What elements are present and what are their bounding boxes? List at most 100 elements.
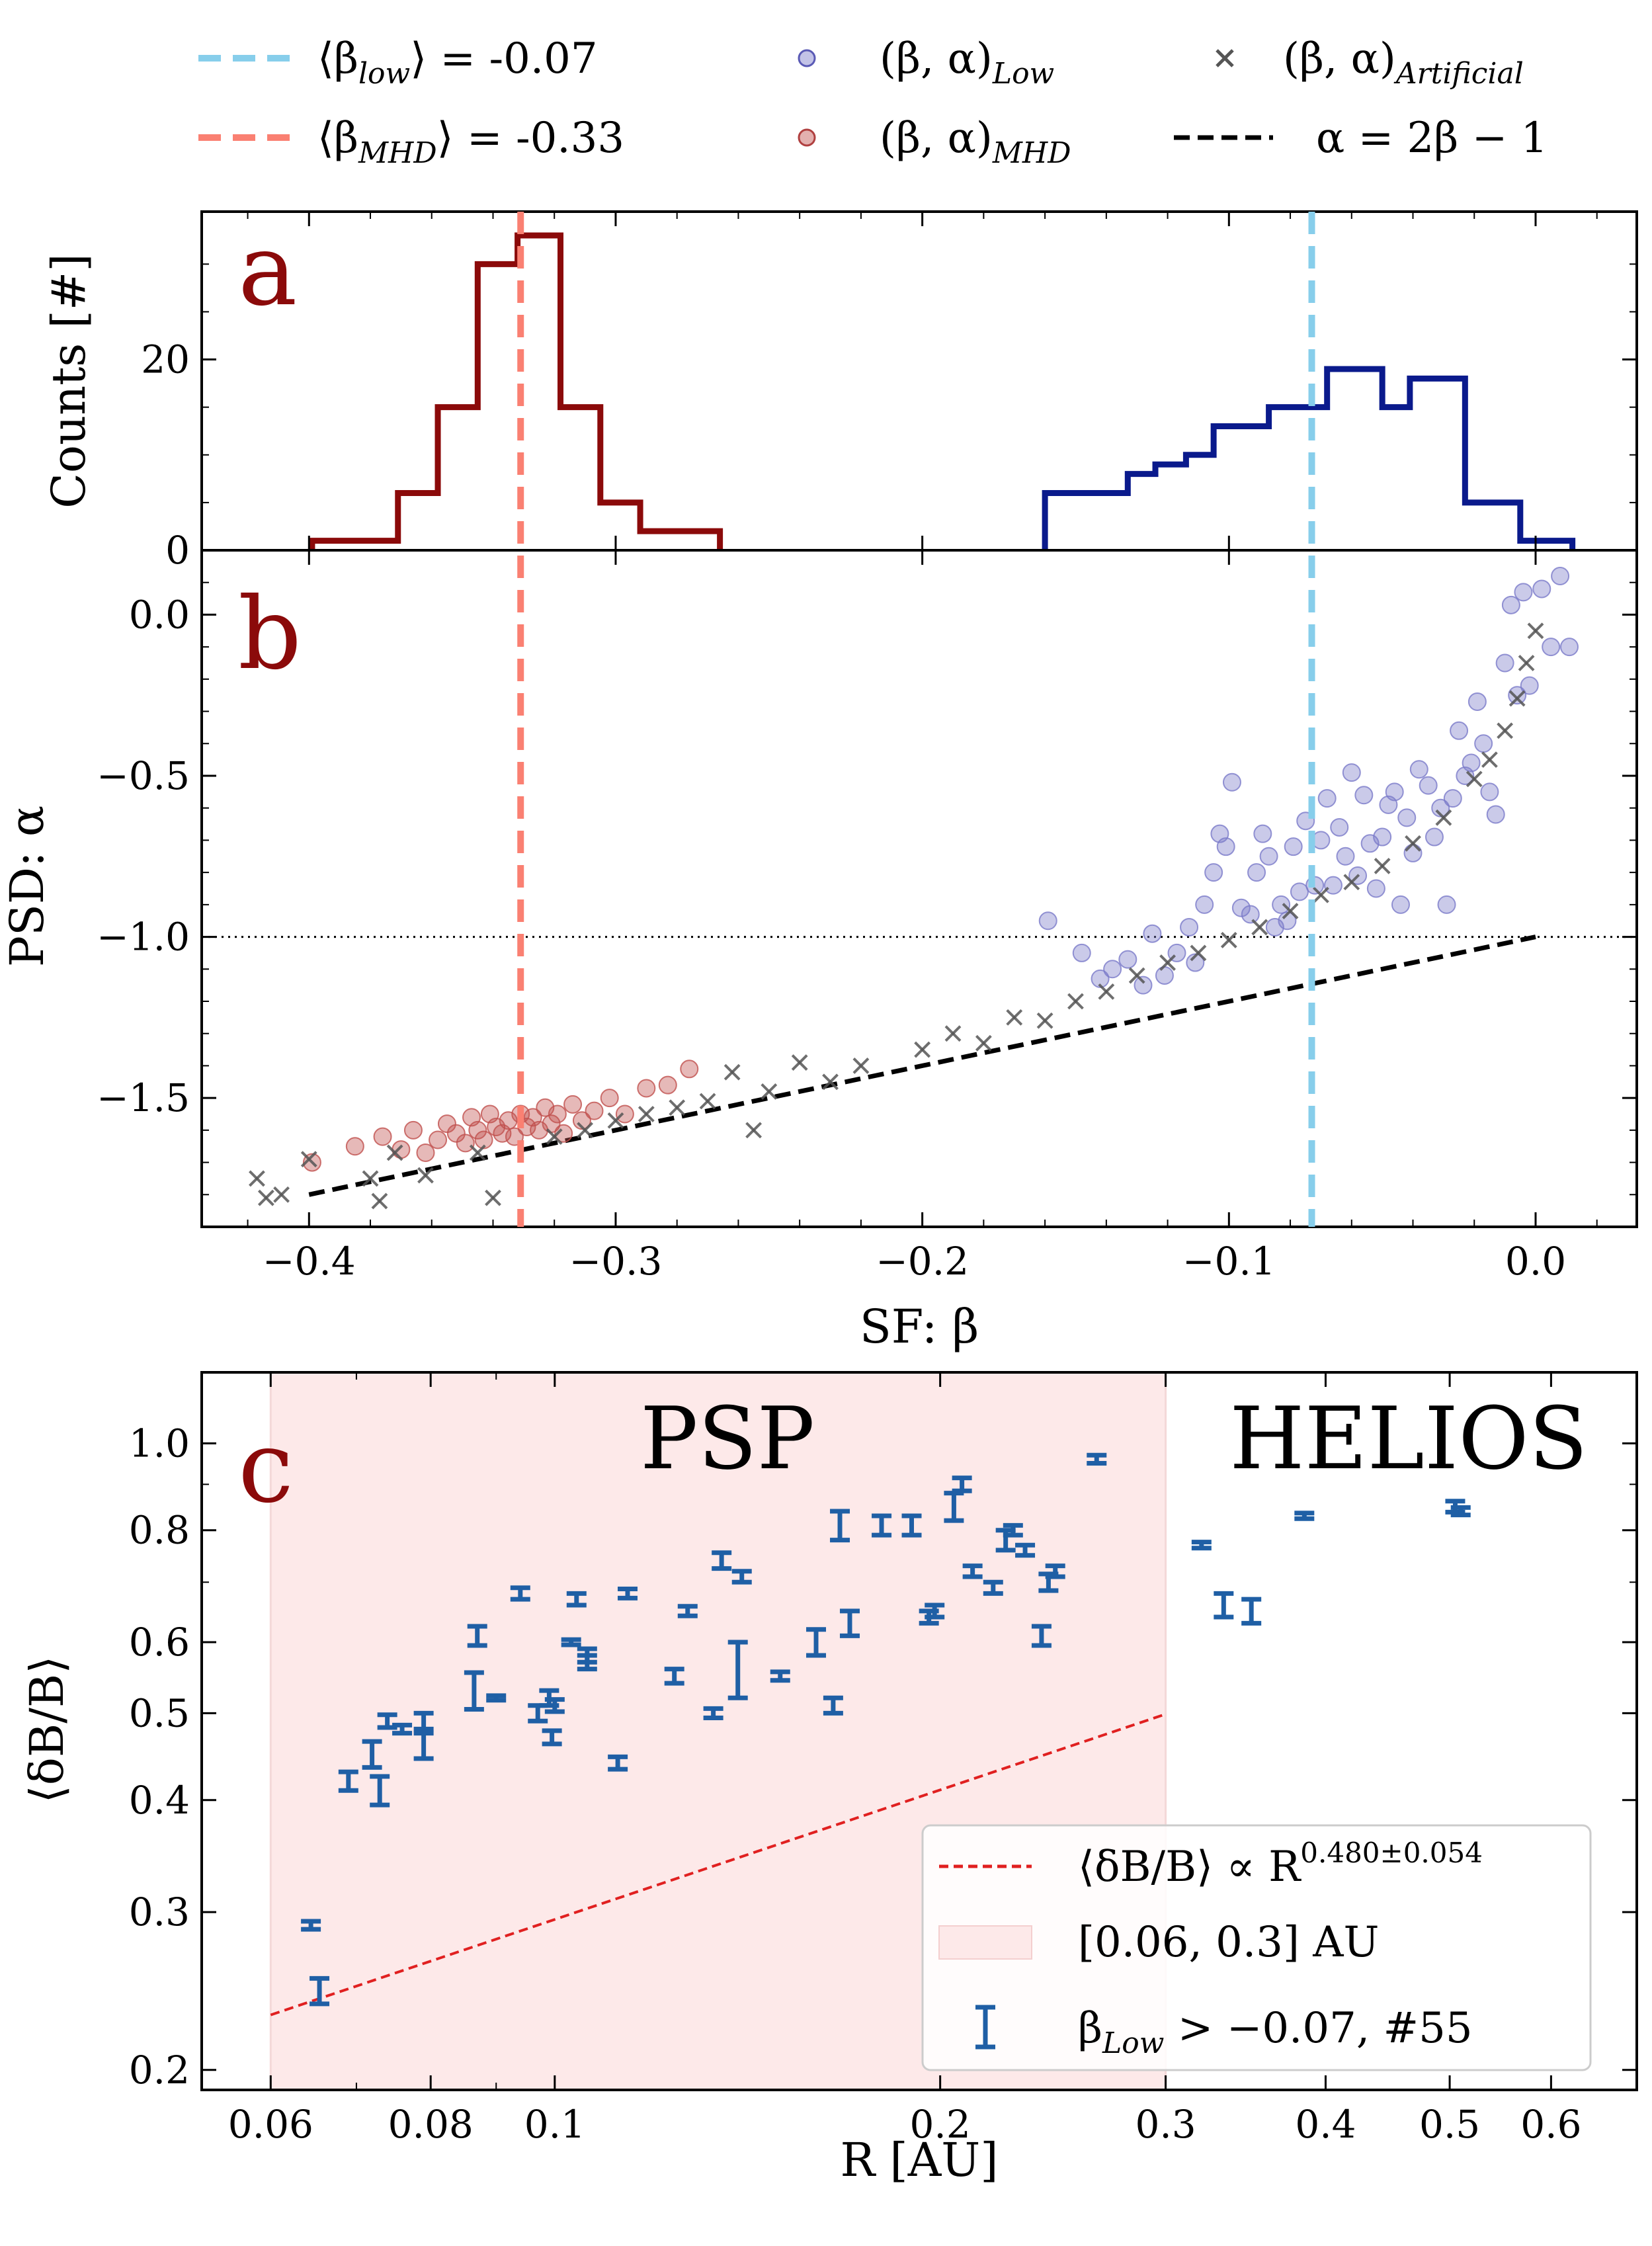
scatter-point — [392, 1140, 411, 1159]
scatter-point — [1366, 879, 1385, 898]
region-label-psp: PSP — [640, 1388, 815, 1489]
artificial-point — [1527, 622, 1544, 640]
artificial-point — [914, 1041, 931, 1058]
artificial-point — [249, 1170, 265, 1187]
errorbar-point — [823, 1695, 843, 1716]
legend-mhd-mean: ⟨βMHD⟩ = -0.33 — [317, 114, 624, 170]
scatter-point — [1336, 847, 1355, 866]
scatter-point — [1342, 763, 1361, 782]
errorbar-point — [362, 1739, 382, 1770]
panel-c-xtick-label: 0.3 — [1135, 2102, 1196, 2147]
region-label-helios: HELIOS — [1229, 1388, 1588, 1489]
artificial-point — [300, 1151, 317, 1168]
scatter-point — [446, 1124, 466, 1143]
panel-c-xtick-label: 0.06 — [228, 2102, 313, 2147]
artificial-point — [469, 1144, 486, 1161]
errorbar-point — [486, 1693, 507, 1703]
errorbar-point — [392, 1722, 413, 1736]
panel-b-ylabel: PSD: α — [0, 806, 54, 967]
scatter-point — [572, 1111, 591, 1130]
errorbar-point — [664, 1667, 684, 1686]
panel-a-ylabel: Counts [#] — [42, 253, 96, 508]
errorbar-point — [727, 1640, 748, 1700]
scatter-point — [615, 1104, 634, 1124]
panel-c-xtick-label: 0.5 — [1419, 2102, 1480, 2147]
scatter-point — [1480, 782, 1499, 802]
artificial-point — [975, 1034, 992, 1052]
legend-model-line: α = 2β − 1 — [1316, 114, 1548, 163]
scatter-point — [416, 1143, 435, 1162]
scatter-point — [1437, 895, 1456, 914]
artificial-point — [699, 1093, 716, 1110]
errorbar-point — [806, 1627, 827, 1658]
errorbar-point — [617, 1586, 638, 1601]
errorbar-point — [925, 1602, 945, 1620]
errorbar-point — [703, 1706, 723, 1720]
errorbar-point — [566, 1591, 587, 1608]
errorbar-point — [1214, 1591, 1234, 1620]
scatter-point — [1103, 960, 1122, 979]
scatter-point — [1508, 686, 1527, 705]
errorbar-point — [1045, 1563, 1065, 1579]
scatter-point — [1403, 843, 1423, 862]
scatter-point — [585, 1101, 604, 1120]
artificial-point — [669, 1099, 686, 1116]
legend-mhd-scatter: (β, α)MHD — [880, 114, 1071, 170]
scatter-point — [1551, 566, 1570, 585]
scatter-point — [373, 1127, 392, 1146]
scatter-point — [1241, 905, 1260, 924]
artificial-point — [723, 1063, 741, 1081]
histogram-low — [1042, 366, 1576, 550]
errorbar-point — [338, 1769, 358, 1793]
errorbar-point — [467, 1624, 487, 1648]
artificial-point — [1343, 874, 1360, 891]
scatter-point — [468, 1120, 487, 1140]
panel-b-xtick-label: −0.1 — [1182, 1239, 1276, 1284]
panel-b-xtick-label: 0.0 — [1505, 1239, 1566, 1284]
scatter-point — [1542, 638, 1561, 657]
errorbar-point — [1191, 1540, 1212, 1551]
errorbar-point — [1015, 1542, 1036, 1558]
artificial-point — [485, 1189, 501, 1206]
scatter-point — [1419, 776, 1438, 795]
panel-c-ytick-label: 0.2 — [129, 2048, 190, 2093]
histogram-mhd — [309, 232, 723, 550]
panel-c-frame — [200, 1371, 1638, 2091]
artificial-point — [1481, 751, 1498, 769]
artificial-point — [1159, 954, 1176, 971]
artificial-point — [1251, 919, 1268, 936]
scatter-point — [1290, 882, 1309, 901]
scatter-point — [1204, 863, 1223, 882]
errorbar-point — [301, 1919, 321, 1932]
artificial-point — [1497, 722, 1514, 739]
artificial-point — [791, 1054, 808, 1071]
scatter-point — [1425, 827, 1444, 847]
panel-c-ytick-label: 0.3 — [129, 1890, 190, 1934]
artificial-point — [852, 1058, 870, 1074]
scatter-point — [1143, 924, 1162, 943]
panel-c-xtick-label: 0.08 — [388, 2102, 474, 2147]
scatter-point — [563, 1095, 583, 1114]
panel-a-ytick-label: 20 — [141, 337, 190, 382]
artificial-point — [371, 1192, 388, 1210]
artificial-point — [1190, 944, 1207, 962]
scatter-point — [1247, 863, 1266, 882]
panel-c-xtick-label: 0.1 — [524, 2102, 585, 2147]
legend-low-mean: ⟨βlow⟩ = -0.07 — [317, 34, 598, 91]
errorbar-point — [608, 1754, 628, 1772]
scatter-point — [1474, 734, 1493, 753]
errorbar-point — [1241, 1597, 1262, 1626]
legend-c-box — [921, 1824, 1592, 2071]
errorbar-point — [839, 1608, 860, 1638]
scatter-point — [1284, 837, 1303, 856]
legend-c-fit: ⟨δB/B⟩ ∝ R0.480±0.054 — [1078, 1837, 1483, 1892]
errorbar-point — [464, 1670, 484, 1712]
panel-letter-c: c — [238, 1410, 294, 1525]
scatter-point — [1231, 898, 1251, 917]
panel-c-ylabel: ⟨δB/B⟩ — [20, 1655, 74, 1803]
artificial-point — [1067, 993, 1084, 1010]
artificial-point — [1518, 655, 1535, 671]
panel-c-ytick-label: 0.5 — [129, 1690, 190, 1735]
scatter-point — [437, 1114, 456, 1134]
